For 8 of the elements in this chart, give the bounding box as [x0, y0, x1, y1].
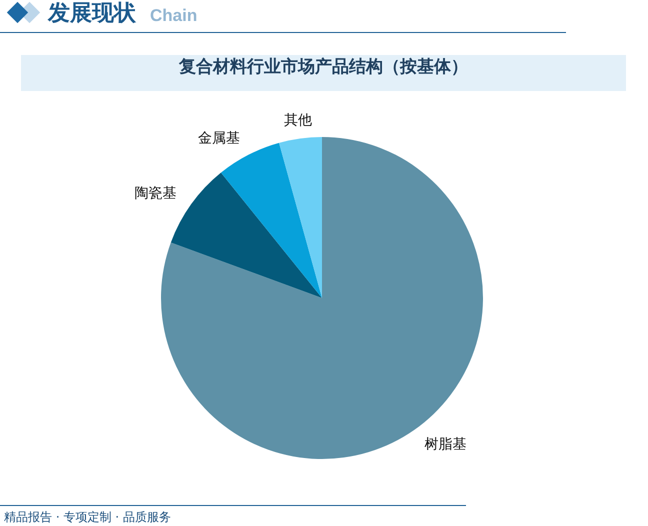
text: 发展现状 — [48, 0, 136, 28]
slice-label: 树脂基 — [424, 436, 466, 452]
slice-label: 金属基 — [198, 130, 240, 146]
text: 精品报告 · 专项定制 · 品质服务 — [4, 509, 171, 526]
slice-label: 其他 — [284, 112, 312, 128]
text: Chain — [150, 6, 198, 26]
title-banner: 复合材料行业市场产品结构（按基体） — [21, 55, 626, 91]
slice-label: 陶瓷基 — [134, 185, 177, 202]
